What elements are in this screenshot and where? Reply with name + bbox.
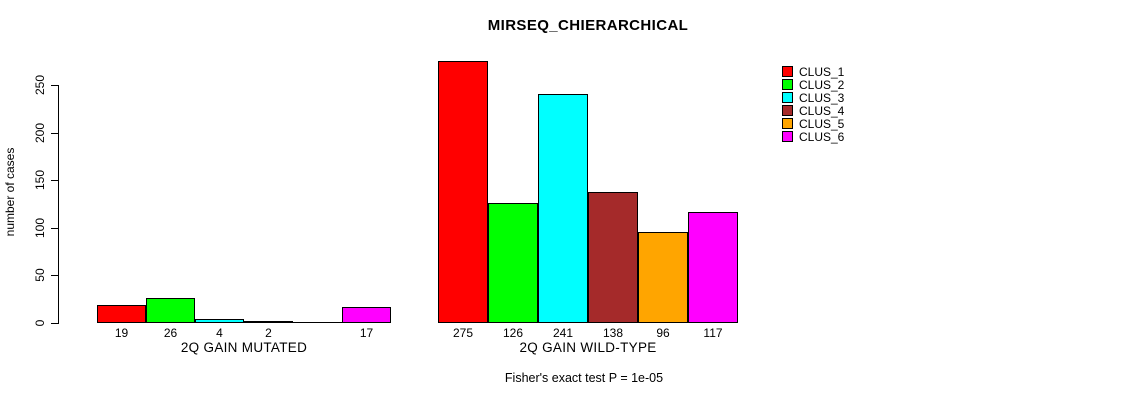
y-axis-tick	[51, 85, 58, 86]
legend-label-clus_5: CLUS_5	[799, 117, 845, 131]
y-axis-tick	[51, 323, 58, 324]
y-axis-line	[58, 85, 59, 324]
bar-clus_3-mutated	[195, 319, 244, 323]
legend-swatch-clus_2	[782, 79, 793, 90]
bar-value-label: 2	[265, 326, 272, 340]
y-axis-tick-label: 250	[33, 74, 47, 96]
group-label: 2Q GAIN MUTATED	[180, 340, 308, 355]
bar-value-label: 17	[359, 326, 374, 340]
legend-swatch-clus_1	[782, 66, 793, 77]
y-axis-tick	[51, 133, 58, 134]
y-axis-tick	[51, 180, 58, 181]
bar-clus_2-wildtype	[488, 203, 538, 323]
legend-swatch-clus_5	[782, 118, 793, 129]
bar-clus_1-mutated	[97, 305, 146, 323]
bar-clus_5-zero	[293, 322, 342, 323]
legend-label-clus_6: CLUS_6	[799, 130, 845, 144]
bar-value-label: 26	[163, 326, 178, 340]
legend-label-clus_1: CLUS_1	[799, 65, 845, 79]
bar-clus_3-wildtype	[538, 94, 588, 323]
footer-annotation: Fisher's exact test P = 1e-05	[504, 371, 664, 385]
group-label: 2Q GAIN WILD-TYPE	[519, 340, 657, 355]
bar-clus_6-wildtype	[688, 212, 738, 323]
bar-value-label: 241	[552, 326, 574, 340]
bar-value-label: 4	[216, 326, 223, 340]
bar-value-label: 126	[502, 326, 524, 340]
legend-swatch-clus_6	[782, 131, 793, 142]
bar-value-label: 275	[452, 326, 474, 340]
chart-title: MIRSEQ_CHIERARCHICAL	[487, 17, 689, 34]
y-axis-tick	[51, 275, 58, 276]
y-axis-label: number of cases	[3, 147, 17, 237]
bar-clus_2-mutated	[146, 298, 195, 323]
bar-clus_6-mutated	[342, 307, 391, 323]
legend-swatch-clus_4	[782, 105, 793, 116]
bar-clus_4-wildtype	[588, 192, 638, 323]
legend-label-clus_3: CLUS_3	[799, 91, 845, 105]
y-axis-tick	[51, 228, 58, 229]
bar-value-label: 138	[602, 326, 624, 340]
bar-clus_1-wildtype	[438, 61, 488, 323]
bar-value-label: 19	[114, 326, 129, 340]
bar-value-label: 117	[703, 326, 723, 340]
bar-clus_4-mutated	[244, 321, 293, 323]
bar-value-label: 96	[656, 326, 670, 340]
legend-label-clus_4: CLUS_4	[799, 104, 845, 118]
legend-swatch-clus_3	[782, 92, 793, 103]
legend-label-clus_2: CLUS_2	[799, 78, 845, 92]
bar-clus_5-wildtype	[638, 232, 688, 323]
